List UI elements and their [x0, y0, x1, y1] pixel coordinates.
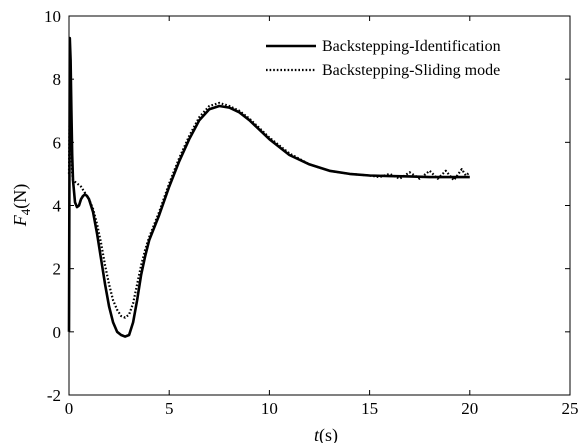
x-axis-label: t(s) — [314, 425, 338, 443]
y-tick-label: -2 — [47, 386, 61, 405]
y-tick-label: 2 — [53, 260, 62, 279]
x-tick-label: 5 — [165, 399, 174, 418]
legend: Backstepping-Identification Backstepping-… — [266, 38, 501, 79]
legend-label-1: Backstepping-Identification — [322, 38, 501, 55]
x-tick-label: 25 — [562, 399, 579, 418]
x-axis-label-var: t — [314, 425, 320, 443]
legend-label-2: Backstepping-Sliding mode — [322, 62, 500, 79]
y-axis-label: F4(N) — [10, 184, 33, 228]
y-tick-label: 8 — [53, 70, 62, 89]
y-tick-label: 10 — [44, 7, 61, 26]
x-tick-label: 20 — [461, 399, 478, 418]
x-tick-label: 0 — [65, 399, 74, 418]
x-tick-label: 15 — [361, 399, 378, 418]
y-tick-label: 0 — [53, 323, 62, 342]
y-tick-label: 6 — [53, 133, 62, 152]
x-tick-label: 10 — [261, 399, 278, 418]
series-layer — [67, 36, 471, 338]
y-axis-label-unit: (N) — [10, 184, 31, 209]
y-axis-label-sub: 4 — [18, 208, 33, 215]
y-axis-label-var: F — [10, 214, 30, 227]
x-axis-label-unit: (s) — [319, 425, 338, 443]
series-line-1 — [67, 36, 470, 338]
series-line-2 — [67, 101, 471, 319]
y-tick-label: 4 — [53, 197, 62, 216]
plot-area — [68, 15, 571, 396]
